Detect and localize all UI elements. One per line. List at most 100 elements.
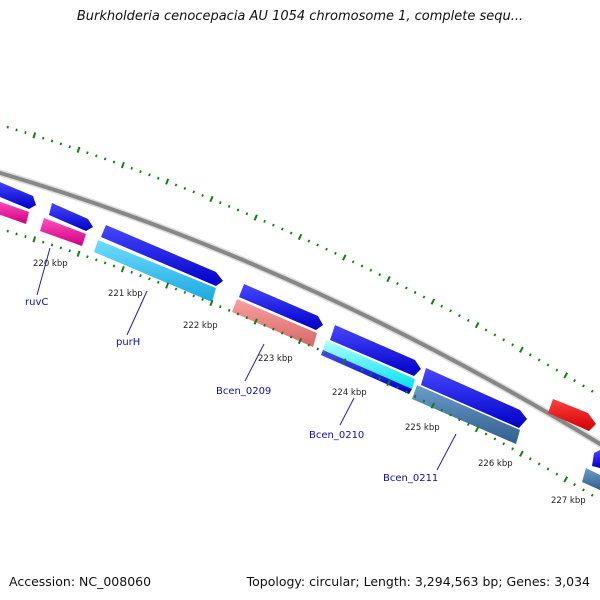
minor-tick [183,290,187,294]
major-tick [386,379,391,387]
major-tick [342,358,347,365]
minor-tick [555,368,559,372]
minor-tick [528,457,532,461]
minor-tick [484,432,488,436]
minor-tick [528,353,532,357]
cds-bar-cyan [94,240,216,302]
minor-tick [41,136,45,140]
minor-tick [325,351,328,355]
minor-tick [458,314,461,318]
outer-tick-ring [0,123,600,398]
major-tick [474,426,480,433]
minor-tick [272,223,275,227]
minor-tick [192,294,196,298]
minor-tick [458,418,461,422]
minor-tick [183,186,187,190]
major-tick [120,265,125,273]
minor-tick [263,219,266,223]
forward-strand-track [0,182,600,468]
minor-tick [404,286,408,290]
gene-label-ruvc: ruvC [25,297,48,308]
minor-tick [59,246,63,250]
minor-tick [307,239,311,243]
cds-arrow [239,284,323,330]
major-tick [563,476,569,483]
inner-tick-ring [0,227,600,502]
minor-tick [466,422,470,426]
minor-tick [130,166,133,170]
minor-tick [378,377,382,381]
minor-tick [6,125,9,129]
minor-tick [41,240,45,244]
major-tick [32,236,37,243]
minor-tick [422,399,426,403]
minor-tick [139,274,142,278]
major-tick [120,161,125,169]
minor-tick [272,327,275,331]
minor-tick [404,390,408,394]
major-tick [474,322,480,329]
minor-tick [493,437,497,441]
minor-tick [280,227,284,231]
minor-tick [590,389,594,393]
minor-tick [103,157,107,161]
minor-tick [440,304,444,308]
map-title: Burkholderia cenocepacia AU 1054 chromos… [76,9,524,24]
cds-arrow-red [548,399,596,431]
minor-tick [148,173,151,177]
major-tick [342,254,347,261]
scale-label: 224 kbp [332,388,367,398]
minor-tick [15,128,18,132]
minor-tick [95,154,98,158]
minor-tick [316,243,320,247]
major-tick [253,318,258,325]
minor-tick [263,323,266,327]
minor-tick [573,483,576,487]
gene-labels: ruvC purH Bcen_0209 Bcen_0210 Bcen_0211 [25,297,438,484]
minor-tick [201,193,204,197]
minor-tick [590,493,594,497]
leader-line [126,290,148,336]
gene-leader-lines [36,247,457,471]
minor-tick [174,287,178,291]
scale-labels: 220 kbp 221 kbp 222 kbp 223 kbp 224 kbp … [33,259,586,506]
minor-tick [245,316,249,320]
major-tick [209,299,214,307]
minor-tick [218,201,222,205]
minor-tick [360,264,364,268]
minor-tick [307,343,311,347]
major-tick [430,298,436,305]
minor-tick [502,442,506,446]
major-tick [519,346,524,353]
minor-tick [325,247,328,251]
scale-label: 221 kbp [108,289,143,299]
minor-tick [511,343,514,347]
minor-tick [582,384,585,388]
minor-tick [227,308,231,312]
minor-tick [413,290,417,294]
major-tick [209,195,214,203]
reverse-strand-track [0,201,600,490]
minor-tick [511,447,514,451]
scale-label: 226 kbp [478,459,513,469]
minor-tick [280,331,284,335]
minor-tick [396,385,399,390]
minor-tick [201,297,204,301]
minor-tick [537,462,541,466]
major-tick [165,178,170,185]
minor-tick [103,261,107,265]
cds-bar-steel [412,385,520,444]
minor-tick [112,160,116,164]
gene-label-bcen-0211: Bcen_0211 [383,473,438,484]
minor-tick [130,270,133,274]
gene-label-bcen-0209: Bcen_0209 [216,386,271,397]
minor-tick [112,264,116,268]
minor-tick [227,204,231,208]
leader-line [36,247,51,296]
major-tick [563,372,569,379]
gene-label-purh: purH [116,337,140,348]
minor-tick [50,243,54,247]
minor-tick [59,142,63,146]
cds-bar-steel [582,468,600,490]
